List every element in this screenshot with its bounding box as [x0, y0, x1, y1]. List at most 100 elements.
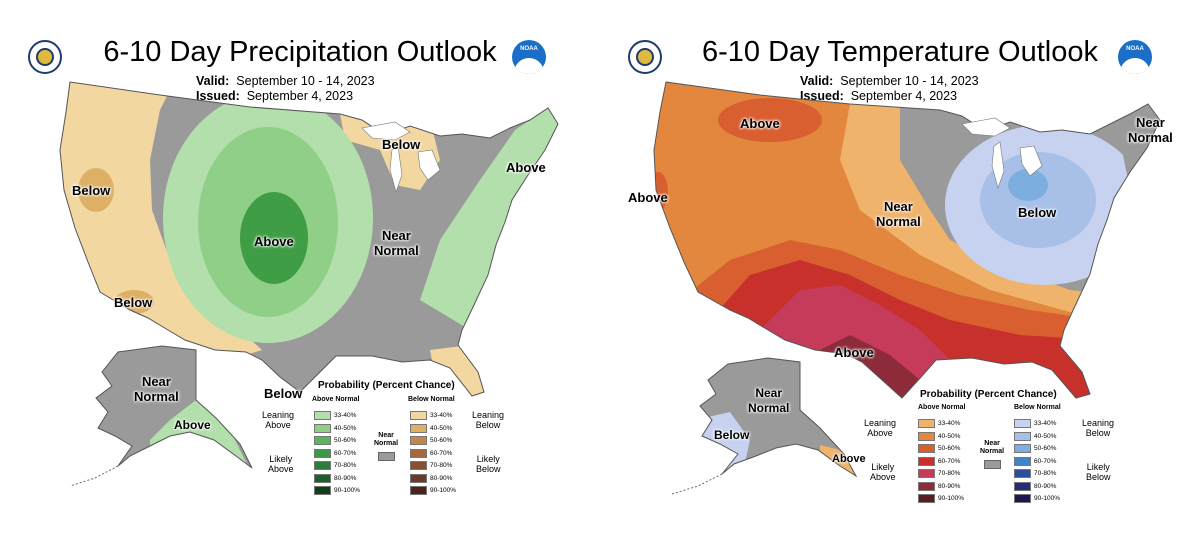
label-below-south: Below: [264, 386, 303, 401]
lake-michigan: [389, 145, 403, 194]
legend-below-range-label: 70-80%: [430, 462, 453, 469]
legend-below-header: Below Normal: [1014, 404, 1061, 411]
precipitation-map: [59, 81, 559, 487]
below-40-50-great-lakes: [980, 152, 1096, 248]
legend-above-swatch: [918, 481, 935, 491]
issued-date: Issued: September 4, 2023: [196, 89, 354, 103]
legend-likely-above: Likely Above: [870, 462, 896, 482]
label-below-west: Below: [72, 183, 111, 198]
label-above-north: Above: [740, 116, 780, 131]
alaska-outline: [699, 357, 858, 478]
legend-above-swatch: [918, 494, 935, 503]
legend-below-range-label: 50-60%: [1034, 445, 1057, 452]
below-normal-southeast: [430, 345, 490, 396]
label-above-center: Above: [254, 234, 294, 249]
label-below-great-lakes: Below: [1018, 205, 1057, 220]
legend-above-range-label: 70-80%: [334, 462, 357, 469]
legend-above-range-label: 80-90%: [938, 482, 961, 490]
legend-likely-below: Likely Below: [1086, 462, 1111, 482]
legend-above-range-label: 33-40%: [938, 420, 961, 427]
legend-above-swatch: [314, 473, 331, 483]
legend-above-header: Above Normal: [312, 396, 360, 403]
issued-date: Issued: September 4, 2023: [800, 89, 958, 103]
legend-below-swatch: [1014, 444, 1031, 453]
legend-above-swatch: [314, 423, 331, 433]
commerce-seal-icon: [628, 40, 662, 74]
legend-above-range-label: 80-90%: [334, 474, 357, 482]
temperature-outlook-panel: NOAA 6-10 Day Temperature Outlook Valid:…: [600, 0, 1200, 538]
label-below-southwest: Below: [114, 295, 153, 310]
below-40-50-west: [78, 168, 114, 212]
legend-below-range-label: 80-90%: [1034, 482, 1057, 490]
label-alaska-near-normal: Near Normal: [134, 374, 179, 404]
legend-above-swatch: [314, 486, 331, 495]
page-title: 6-10 Day Precipitation Outlook: [103, 36, 497, 68]
legend-below-range-label: 70-80%: [1034, 470, 1057, 477]
legend-below-range-label: 90-100%: [430, 487, 457, 494]
alaska-outline: [95, 345, 253, 469]
legend-leaning-below: Leaning Below: [1082, 418, 1115, 438]
legend-below-header: Below Normal: [408, 396, 455, 403]
lake-superior: [961, 117, 1011, 137]
legend-below-swatch: [410, 473, 427, 483]
noaa-logo-icon: NOAA: [1118, 40, 1152, 74]
legend-below-swatch: [410, 486, 427, 495]
lake-huron: [1019, 145, 1043, 177]
lake-michigan: [991, 141, 1005, 190]
label-above-west: Above: [628, 190, 668, 205]
legend-below-range-label: 60-70%: [430, 449, 453, 457]
legend-near-normal: Near Normal: [980, 440, 1005, 455]
legend-below-swatch: [1014, 431, 1031, 441]
legend-near-normal-swatch: [984, 460, 1001, 469]
valid-dates: Valid: September 10 - 14, 2023: [196, 74, 375, 88]
legend-near-normal-swatch: [378, 452, 395, 461]
legend-above-swatch: [918, 444, 935, 453]
legend-above-swatch: [314, 448, 331, 458]
legend-above-range-label: 60-70%: [334, 449, 357, 457]
legend-above-range-label: 33-40%: [334, 412, 357, 419]
legend-below-swatch: [1014, 481, 1031, 491]
below-50-60-great-lakes: [1008, 169, 1048, 201]
legend-above-swatch: [314, 411, 331, 420]
legend-below-range-label: 40-50%: [1034, 432, 1057, 440]
label-near-normal: Near Normal: [876, 199, 921, 229]
label-alaska-above: Above: [832, 453, 866, 465]
conus-outline: [59, 81, 559, 397]
legend-above-range-label: 90-100%: [938, 495, 965, 502]
legend-likely-above: Likely Above: [268, 454, 294, 474]
lake-superior: [361, 121, 411, 141]
legend-below-swatch: [1014, 419, 1031, 428]
legend-above-range-label: 70-80%: [938, 470, 961, 477]
legend-likely-below: Likely Below: [476, 454, 501, 474]
legend-below-swatch: [410, 436, 427, 445]
legend-leaning-below: Leaning Below: [472, 410, 505, 430]
legend-below-swatch: [1014, 469, 1031, 478]
legend-below-range-label: 33-40%: [430, 412, 453, 419]
label-alaska-above: Above: [174, 418, 211, 432]
legend-below-swatch: [410, 461, 427, 470]
legend-below-range-label: 60-70%: [1034, 457, 1057, 465]
legend-below-range-label: 40-50%: [430, 424, 453, 432]
legend-below-swatch: [410, 448, 427, 458]
below-normal-west: [60, 82, 262, 360]
legend-leaning-above: Leaning Above: [262, 410, 295, 430]
legend-above-range-label: 50-60%: [938, 445, 961, 452]
legend-title: Probability (Percent Chance): [920, 389, 1057, 400]
legend-below-range-label: 90-100%: [1034, 495, 1061, 502]
legend-above-header: Above Normal: [918, 404, 966, 411]
legend-title: Probability (Percent Chance): [318, 380, 455, 391]
above-50-60-west: [654, 172, 668, 212]
legend-above-range-label: 50-60%: [334, 437, 357, 444]
conus-outline: [653, 81, 1161, 399]
label-above-northeast: Above: [506, 160, 546, 175]
label-near-normal: Near Normal: [374, 228, 419, 258]
legend-above-swatch: [918, 469, 935, 478]
precipitation-outlook-panel: NOAA 6-10 Day Precipitation Outlook Vali…: [28, 36, 559, 495]
legend-below-range-label: 80-90%: [430, 474, 453, 482]
page-title: 6-10 Day Temperature Outlook: [701, 36, 1098, 68]
legend-below-swatch: [410, 423, 427, 433]
legend-below-range-label: 50-60%: [430, 437, 453, 444]
lake-huron: [417, 149, 441, 181]
legend-below-swatch: [1014, 456, 1031, 466]
label-alaska-near-normal: Near Normal: [748, 386, 790, 415]
